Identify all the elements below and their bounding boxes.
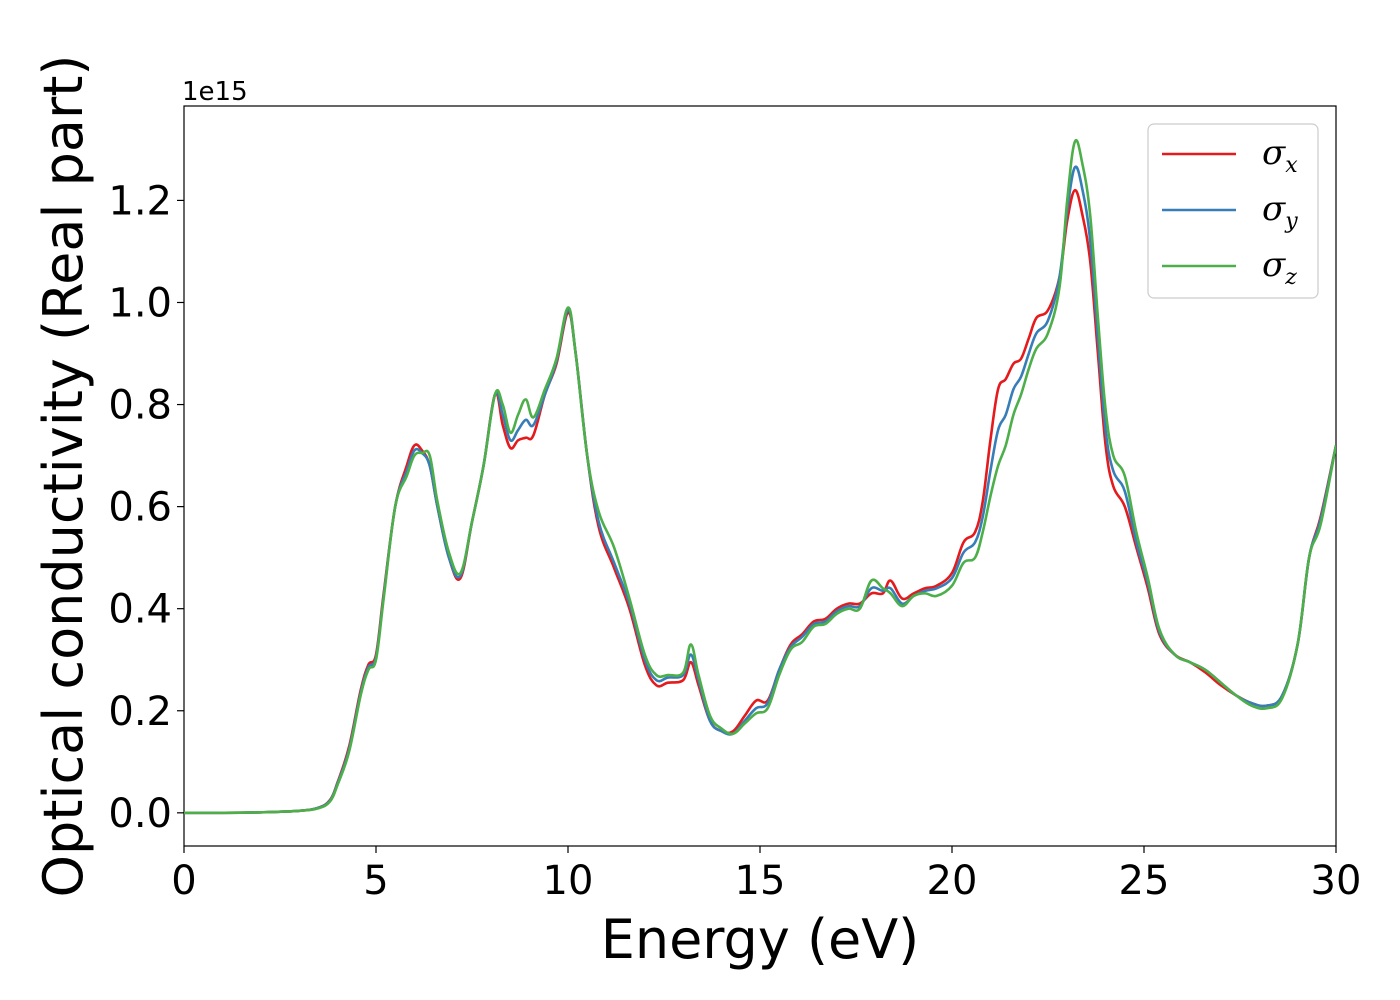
x-tick-label: 0: [171, 858, 196, 904]
series-line-sigma-y: [184, 165, 1336, 815]
legend-label-sigma-x: σx: [1262, 133, 1298, 178]
y-tick-label: 0.6: [108, 485, 172, 531]
y-tick-label: 0.0: [108, 791, 172, 837]
x-axis-label: Energy (eV): [601, 908, 920, 971]
x-tick-label: 15: [735, 858, 786, 904]
x-tick-label: 5: [363, 858, 388, 904]
x-tick-label: 20: [927, 858, 978, 904]
x-tick-label: 30: [1311, 858, 1362, 904]
series-group: [184, 139, 1336, 815]
x-tick-label: 10: [543, 858, 594, 904]
y-tick-label: 1.0: [108, 280, 172, 326]
y-axis-ticks: 0.0 0.2 0.4 0.6 0.8 1.0 1.2: [108, 178, 184, 837]
legend-label-sigma-z: σz: [1262, 245, 1297, 290]
series-line-sigma-z: [184, 139, 1336, 815]
y-tick-label: 0.2: [108, 689, 172, 735]
y-axis-label: Optical conductivity (Real part): [32, 55, 95, 898]
y-tick-label: 1.2: [108, 178, 172, 224]
y-tick-label: 0.4: [108, 587, 172, 633]
legend-label-sigma-y: σy: [1262, 189, 1298, 234]
y-offset-label: 1e15: [182, 77, 248, 107]
legend-entries: σx σy σz: [1162, 133, 1298, 290]
legend: σx σy σz: [1147, 123, 1319, 299]
x-tick-label: 25: [1119, 858, 1170, 904]
x-axis-ticks: 0 5 10 15 20 25 30: [171, 846, 1361, 904]
y-tick-label: 0.8: [108, 383, 172, 429]
